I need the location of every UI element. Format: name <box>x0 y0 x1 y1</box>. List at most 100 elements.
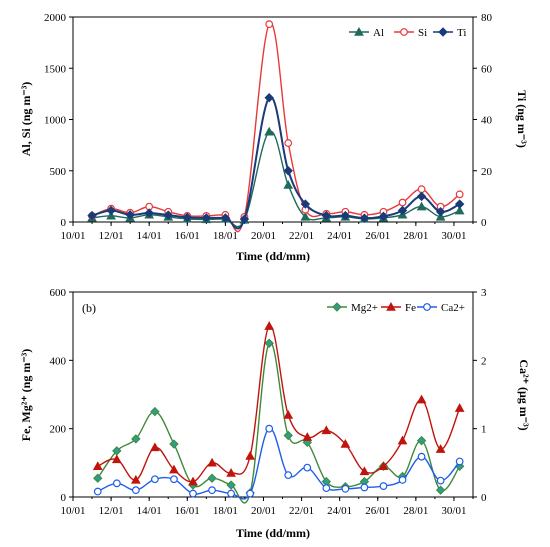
series-line-mg2plus <box>97 341 461 504</box>
legend-swatch-marker <box>400 28 408 36</box>
legend-a: Al Si Ti <box>349 26 466 39</box>
data-point-ca2plus <box>170 475 178 484</box>
x-tick-label: 22/01 <box>289 230 314 242</box>
data-point-ca2plus <box>379 482 388 490</box>
data-point-ti <box>300 199 311 209</box>
data-point-al <box>435 211 446 221</box>
data-point-ti <box>435 207 446 217</box>
y-right-tick-label: 40 <box>481 115 493 127</box>
y-right-tick-label: 0 <box>481 217 487 229</box>
data-point-ti <box>106 205 116 216</box>
data-point-ca2plus <box>360 483 369 492</box>
data-point-ti <box>182 212 192 223</box>
x-tick-label: 24/01 <box>327 230 352 242</box>
legend-swatch-marker <box>386 301 396 311</box>
data-point-ti <box>340 210 351 221</box>
y-axis-left-label-b: Fe, Mg²⁺ (ng m⁻³) <box>19 349 33 442</box>
x-ticks-b: 10/01 12/01 14/01 16/01 18/01 20/01 22/01 24/01… <box>60 497 474 517</box>
data-point-ti <box>454 199 465 209</box>
y-right-tick-label: 2 <box>481 355 487 367</box>
data-point-mg2plus <box>93 473 103 483</box>
data-point-mg2plus <box>264 338 274 348</box>
data-point-fe <box>92 461 103 470</box>
panel-b: (b) 10/01 12/01 14/01 16/01 18/01 20/01 22/01 2… <box>19 287 531 540</box>
y-left-tick-label: 0 <box>61 217 67 229</box>
data-point-ca2plus <box>322 484 331 493</box>
y-axis-left-label-a: Al, Si (ng m⁻³) <box>19 82 33 157</box>
data-point-al <box>416 201 427 211</box>
data-point-fe <box>264 321 275 330</box>
plot-frame-b <box>72 291 474 498</box>
y-axis-right-label-a: Ti (ng m⁻³) <box>515 90 529 148</box>
data-point-ti <box>87 210 97 221</box>
y-ticks-right-a: 0 20 40 60 80 <box>473 12 493 229</box>
x-tick-label: 28/01 <box>403 505 428 517</box>
data-point-ca2plus <box>303 463 312 472</box>
y-right-tick-label: 80 <box>481 12 493 24</box>
y-left-tick-label: 2000 <box>44 12 67 24</box>
legend-b: Mg2+ Fe Ca2+ <box>327 301 465 314</box>
data-point-al <box>300 211 311 221</box>
y-ticks-left-b: 0 200 400 600 <box>50 287 73 504</box>
data-point-mg2plus <box>435 485 446 495</box>
x-tick-label: 30/01 <box>441 505 466 517</box>
y-right-tick-label: 1 <box>481 424 487 436</box>
x-tick-label: 10/01 <box>60 230 85 242</box>
data-point-ca2plus <box>93 487 102 496</box>
data-point-ca2plus <box>455 457 464 466</box>
series-line-si <box>91 22 461 233</box>
x-tick-label: 12/01 <box>99 505 124 517</box>
plot-frame-a <box>72 16 474 223</box>
x-tick-label: 20/01 <box>251 505 276 517</box>
y-right-tick-label: 0 <box>481 492 487 504</box>
data-point-al <box>283 180 294 189</box>
data-point-mg2plus <box>150 406 160 417</box>
data-point-mg2plus <box>283 430 293 441</box>
data-point-fe <box>150 442 160 452</box>
data-point-fe <box>340 439 351 448</box>
data-point-fe <box>283 409 294 419</box>
x-tick-label: 16/01 <box>175 505 200 517</box>
y-left-tick-label: 500 <box>50 166 67 178</box>
x-tick-label: 28/01 <box>403 230 428 242</box>
data-point-fe <box>321 425 332 435</box>
legend-swatch-marker <box>438 27 448 37</box>
data-point-ca2plus <box>227 489 235 498</box>
data-point-ti <box>416 191 427 202</box>
data-point-si <box>265 20 274 29</box>
data-point-ti <box>359 213 370 223</box>
x-tick-label: 24/01 <box>327 505 352 517</box>
x-tick-label: 12/01 <box>99 230 124 242</box>
y-left-tick-label: 1000 <box>44 115 67 127</box>
y-axis-right-label-b: Ca²⁺ (μg m⁻³) <box>517 359 531 430</box>
y-ticks-left-a: 0 500 1000 1500 2000 <box>44 12 73 229</box>
x-tick-label: 18/01 <box>213 230 238 242</box>
x-axis-label-a: Time (dd/mm) <box>236 249 310 263</box>
data-point-fe <box>454 403 465 412</box>
data-point-fe <box>416 394 427 404</box>
panel-label-b: (b) <box>82 301 96 315</box>
y-right-tick-label: 60 <box>481 63 493 75</box>
data-point-ti <box>321 210 332 221</box>
data-point-ca2plus <box>341 484 350 493</box>
data-point-si <box>284 139 293 147</box>
legend-label: Ca2+ <box>441 302 465 314</box>
data-point-ca2plus <box>246 489 255 498</box>
data-point-fe <box>378 461 389 470</box>
data-point-fe <box>207 457 217 467</box>
x-tick-label: 10/01 <box>60 505 85 517</box>
legend-label: Si <box>418 27 427 39</box>
legend-swatch-marker <box>332 302 342 312</box>
data-point-ca2plus <box>284 471 293 480</box>
data-point-fe <box>397 435 408 445</box>
y-left-tick-label: 400 <box>50 355 67 367</box>
y-left-tick-label: 200 <box>50 424 67 436</box>
x-tick-label: 14/01 <box>137 505 162 517</box>
series-line-ca2plus <box>97 427 461 500</box>
data-point-ca2plus <box>131 486 140 495</box>
x-axis-label-b: Time (dd/mm) <box>236 526 310 540</box>
y-right-tick-label: 3 <box>481 287 487 299</box>
x-tick-label: 30/01 <box>441 230 466 242</box>
legend-label: Fe <box>405 302 416 314</box>
data-point-si <box>417 185 426 194</box>
